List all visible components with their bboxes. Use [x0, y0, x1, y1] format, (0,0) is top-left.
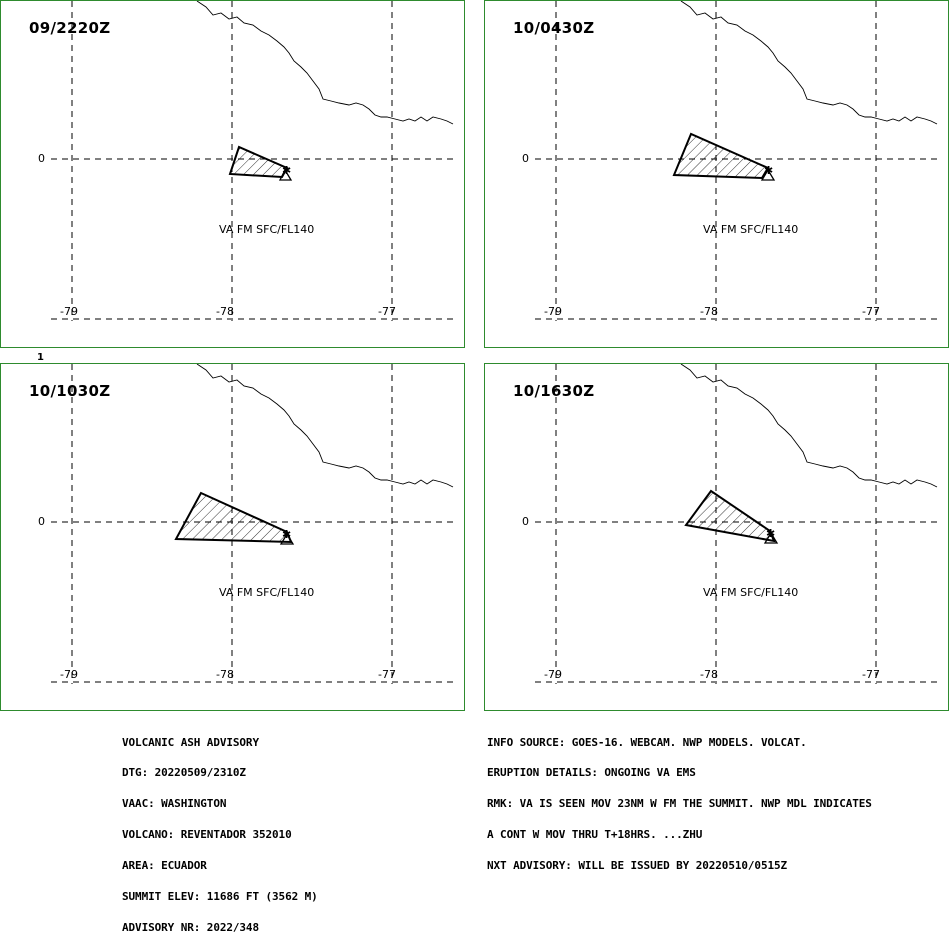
longitude-label-79: -79	[60, 668, 78, 681]
panel-time-label: 10/1630Z	[513, 382, 595, 400]
advisory-line: VOLCANO: REVENTADOR 352010	[122, 828, 292, 842]
longitude-label-77: -77	[378, 668, 396, 681]
longitude-label-78: -78	[216, 305, 234, 318]
volcano-star: ✱	[282, 164, 291, 177]
panel-time-label: 10/1030Z	[29, 382, 111, 400]
advisory-line: ADVISORY NR: 2022/348	[122, 920, 259, 934]
longitude-label-78: -78	[700, 668, 718, 681]
map-graphic: ✱	[535, 1, 940, 321]
advisory-line: VAAC: WASHINGTON	[122, 797, 227, 811]
volcano-star: ✱	[766, 527, 775, 540]
volcano-triangle	[279, 532, 295, 545]
map-panel-1: ✱ 09/2220Z VA FM SFC/FL140 0 -79 -78 -77	[0, 0, 465, 348]
map-graphic: ✱	[535, 364, 940, 684]
map-panel-2: ✱ 10/0430Z VA FM SFC/FL140 0 -79 -78 -77	[484, 0, 949, 348]
coastline	[196, 364, 454, 488]
details-line: A CONT W MOV THRU T+18HRS. ...ZHU	[487, 828, 703, 842]
stray-mark: 1	[37, 352, 44, 363]
map-graphic: ✱	[51, 364, 456, 684]
advisory-line: VOLCANIC ASH ADVISORY	[122, 735, 259, 749]
ash-cloud-polygon	[672, 132, 770, 180]
longitude-label-79: -79	[544, 305, 562, 318]
details-line: INFO SOURCE: GOES-16. WEBCAM. NWP MODELS…	[487, 735, 807, 749]
latitude-label-0: 0	[522, 515, 529, 528]
latitude-label-0: 0	[522, 152, 529, 165]
latitude-label-0: 0	[38, 515, 45, 528]
ash-level-label: VA FM SFC/FL140	[219, 223, 315, 236]
longitude-label-78: -78	[700, 305, 718, 318]
longitude-label-78: -78	[216, 668, 234, 681]
longitude-label-79: -79	[544, 668, 562, 681]
coastline	[680, 364, 938, 488]
ash-level-label: VA FM SFC/FL140	[703, 223, 799, 236]
ash-cloud-polygon	[684, 489, 776, 543]
details-line: ERUPTION DETAILS: ONGOING VA EMS	[487, 766, 696, 780]
advisory-details-block: INFO SOURCE: GOES-16. WEBCAM. NWP MODELS…	[487, 717, 872, 882]
volcano-star: ✱	[282, 528, 291, 541]
ash-level-label: VA FM SFC/FL140	[703, 586, 799, 599]
longitude-label-77: -77	[378, 305, 396, 318]
details-line: NXT ADVISORY: WILL BE ISSUED BY 20220510…	[487, 859, 788, 873]
longitude-label-77: -77	[862, 305, 880, 318]
longitude-label-77: -77	[862, 668, 880, 681]
map-panel-4: ✱ 10/1630Z VA FM SFC/FL140 0 -79 -78 -77	[484, 363, 949, 711]
panel-time-label: 09/2220Z	[29, 19, 111, 37]
advisory-line: SUMMIT ELEV: 11686 FT (3562 M)	[122, 890, 318, 904]
latitude-label-0: 0	[38, 152, 45, 165]
coastline	[680, 1, 938, 125]
ash-level-label: VA FM SFC/FL140	[219, 586, 315, 599]
coastline	[196, 1, 454, 125]
ash-cloud-polygon	[228, 145, 289, 179]
volcano-star: ✱	[764, 164, 773, 177]
volcano-triangle	[760, 168, 776, 181]
details-line: RMK: VA IS SEEN MOV 23NM W FM THE SUMMIT…	[487, 797, 872, 811]
panel-time-label: 10/0430Z	[513, 19, 595, 37]
volcano-triangle	[278, 168, 293, 181]
advisory-header-block: VOLCANIC ASH ADVISORY DTG: 20220509/2310…	[122, 717, 318, 944]
map-panel-3: ✱ 10/1030Z VA FM SFC/FL140 0 -79 -78 -77	[0, 363, 465, 711]
map-graphic: ✱	[51, 1, 456, 321]
ash-cloud-polygon	[174, 491, 293, 544]
volcano-triangle	[763, 531, 779, 544]
advisory-line: AREA: ECUADOR	[122, 859, 207, 873]
advisory-line: DTG: 20220509/2310Z	[122, 766, 246, 780]
longitude-label-79: -79	[60, 305, 78, 318]
